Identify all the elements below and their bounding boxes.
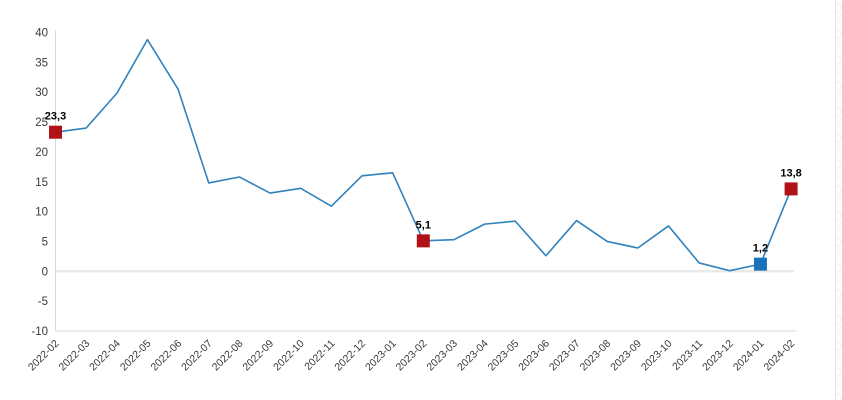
x-tick-label: 2022-07 <box>179 338 215 374</box>
x-tick-label: 2023-07 <box>547 338 583 374</box>
x-tick-label: 2023-03 <box>424 338 460 374</box>
x-tick-label: 2024-02 <box>761 338 797 374</box>
x-tick-label: 2023-08 <box>578 338 614 374</box>
y-tick-label: 30 <box>35 87 48 99</box>
x-tick-label: 2022-02 <box>26 338 62 374</box>
y-tick-label: -5 <box>38 296 48 308</box>
point-annotation: 5,1 <box>416 219 431 231</box>
page-edge-pattern <box>835 0 842 400</box>
point-annotation: 13,8 <box>780 167 801 179</box>
y-tick-label: 25 <box>35 117 48 129</box>
highlight-marker <box>49 125 62 139</box>
x-tick-label: 2022-10 <box>271 338 307 374</box>
y-tick-label: 20 <box>35 147 48 159</box>
x-tick-label: 2022-09 <box>240 338 276 374</box>
x-tick-label: 2023-12 <box>700 338 736 374</box>
point-annotation: 23,3 <box>45 111 66 123</box>
x-tick-label: 2022-11 <box>302 338 337 373</box>
x-tick-label: 2022-12 <box>332 338 368 374</box>
highlight-marker <box>416 234 430 248</box>
y-tick-label: 35 <box>35 57 48 69</box>
x-tick-label: 2022-04 <box>87 338 123 374</box>
y-tick-label: 5 <box>42 236 48 248</box>
y-tick-label: -10 <box>31 326 48 338</box>
x-tick-label: 2023-10 <box>639 338 675 374</box>
x-tick-label: 2023-09 <box>608 338 644 374</box>
y-tick-label: 0 <box>42 266 48 278</box>
y-tick-label: 40 <box>35 28 48 40</box>
highlight-marker <box>753 257 767 271</box>
x-tick-label: 2022-08 <box>210 338 246 374</box>
x-tick-label: 2024-01 <box>731 338 767 374</box>
x-tick-label: 2023-02 <box>394 338 430 374</box>
x-tick-label: 2023-11 <box>670 338 705 373</box>
x-tick-label: 2022-05 <box>118 338 154 374</box>
x-tick-label: 2023-01 <box>363 338 399 374</box>
x-tick-label: 2022-06 <box>148 338 184 374</box>
highlight-marker <box>784 182 798 196</box>
y-tick-label: 10 <box>35 207 48 219</box>
x-tick-label: 2023-06 <box>516 338 552 374</box>
x-tick-label: 2023-05 <box>486 338 522 374</box>
y-tick-label: 15 <box>35 177 48 189</box>
x-tick-label: 2022-03 <box>57 338 93 374</box>
x-tick-label: 2023-04 <box>455 338 491 374</box>
point-annotation: 1,2 <box>753 243 768 255</box>
